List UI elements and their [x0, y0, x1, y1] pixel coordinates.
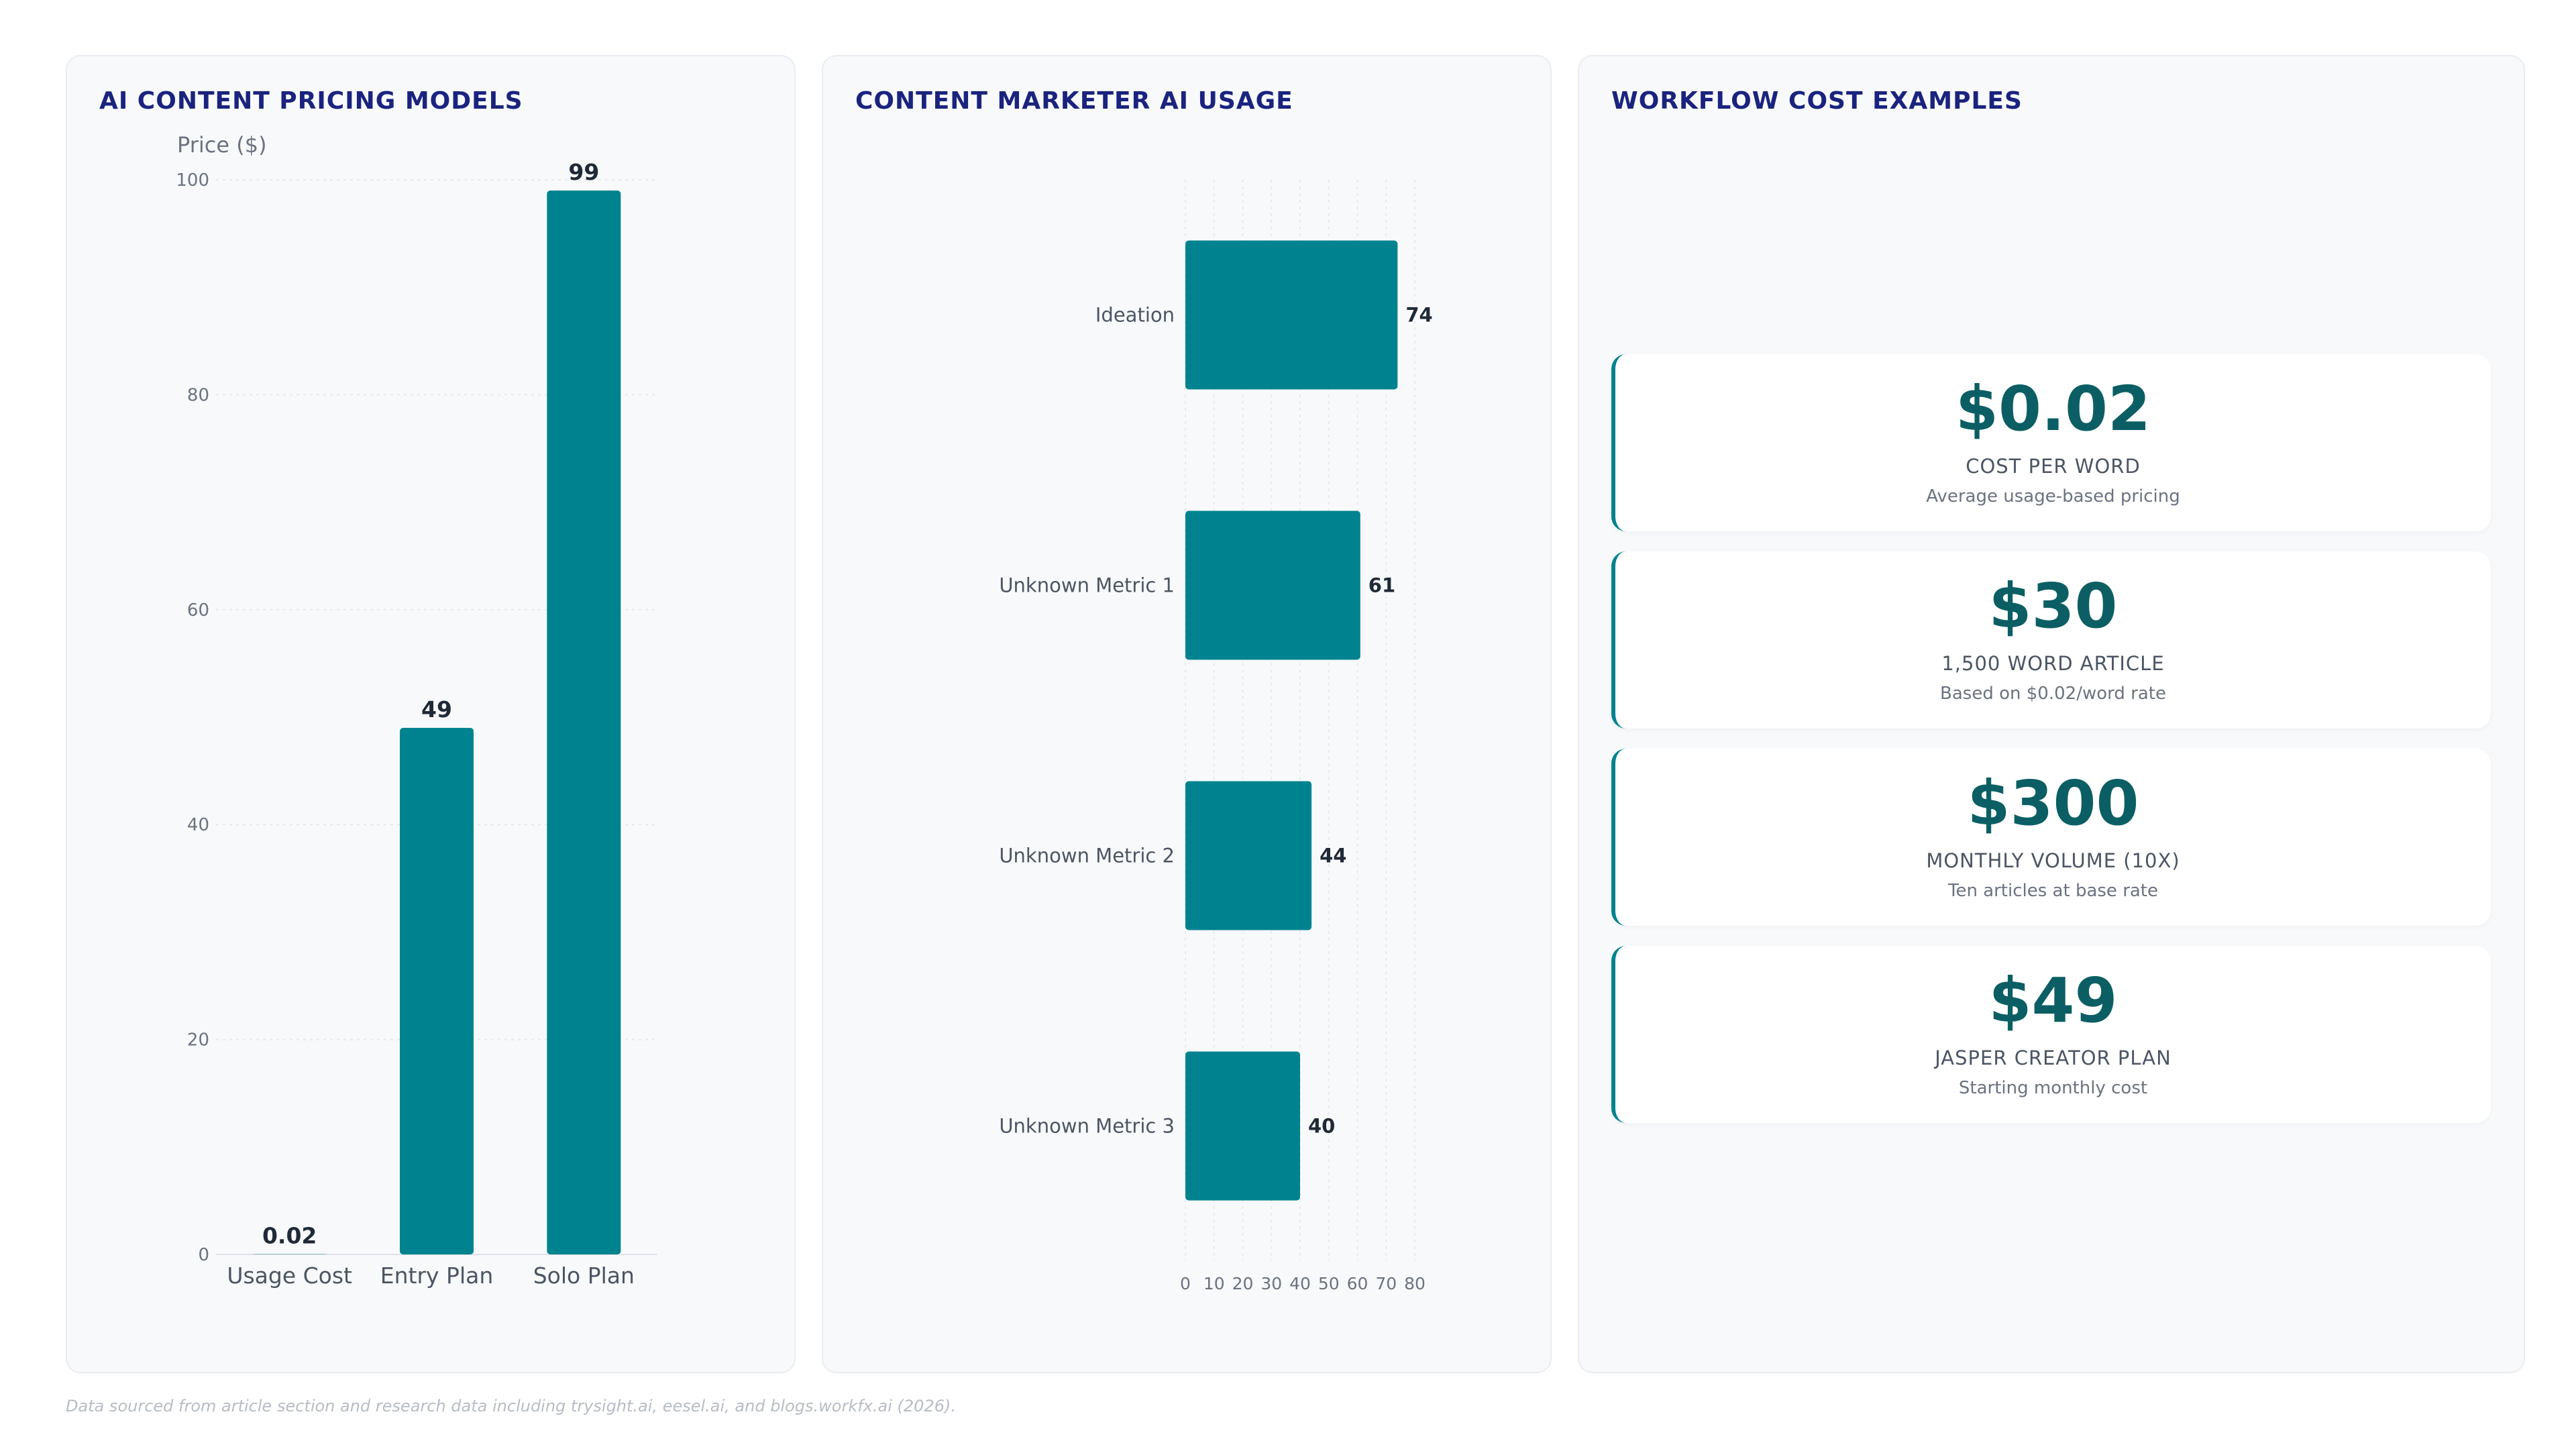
cost-card-label: 1,500 WORD ARTICLE	[1941, 652, 2165, 675]
usage-panel: CONTENT MARKETER AI USAGE 0 10 20 30 40 50 60 7…	[822, 55, 1552, 1373]
bar	[1185, 1051, 1300, 1201]
y-axis-title: Price ($)	[177, 132, 267, 158]
x-tick-label: 30	[1260, 1274, 1282, 1293]
cost-card-jasper-plan: $49 JASPER CREATOR PLAN Starting monthly…	[1611, 946, 2491, 1123]
cost-card-article: $30 1,500 WORD ARTICLE Based on $0.02/wo…	[1611, 551, 2491, 729]
bar	[400, 728, 474, 1254]
y-category-label: Unknown Metric 2	[999, 845, 1175, 867]
x-tick-label: 40	[1289, 1274, 1311, 1293]
x-tick-label: 60	[1347, 1274, 1368, 1293]
x-category-label: Solo Plan	[533, 1263, 635, 1289]
x-tick-label: 80	[1404, 1274, 1426, 1293]
bar-value-label: 0.02	[262, 1223, 317, 1249]
x-tick-label: 50	[1318, 1274, 1340, 1293]
y-tick-label: 80	[187, 385, 209, 405]
y-tick-label: 40	[187, 815, 209, 835]
y-category-label: Unknown Metric 3	[999, 1115, 1175, 1138]
x-tick-label: 10	[1203, 1274, 1225, 1293]
y-tick-label: 0	[198, 1245, 209, 1265]
pricing-panel-title: AI CONTENT PRICING MODELS	[99, 87, 523, 115]
usage-bar-chart: 0 10 20 30 40 50 60 70 80 74 Ideation 61 Unknown Met…	[999, 180, 1433, 1293]
bar	[1185, 240, 1398, 390]
workflow-panel-title: WORKFLOW COST EXAMPLES	[1611, 87, 2023, 115]
bar-value-label: 40	[1308, 1115, 1335, 1138]
workflow-panel: WORKFLOW COST EXAMPLES $0.02 COST PER WO…	[1578, 55, 2525, 1373]
usage-panel-title: CONTENT MARKETER AI USAGE	[855, 87, 1293, 115]
x-tick-label: 20	[1232, 1274, 1254, 1293]
bar	[1185, 511, 1360, 660]
bar	[547, 191, 621, 1254]
bar-value-label: 99	[568, 159, 599, 185]
bar-value-label: 49	[421, 696, 452, 722]
cost-card-description: Average usage-based pricing	[1926, 486, 2180, 506]
x-category-label: Entry Plan	[380, 1263, 494, 1289]
cost-card-value: $0.02	[1955, 373, 2151, 445]
x-tick-label: 70	[1375, 1274, 1397, 1293]
cost-card-value: $300	[1967, 767, 2139, 839]
y-tick-label: 100	[176, 170, 209, 191]
cost-card-description: Ten articles at base rate	[1947, 881, 2158, 901]
bar	[1185, 781, 1312, 930]
cost-card-per-word: $0.02 COST PER WORD Average usage-based …	[1611, 354, 2491, 531]
cost-card-value: $49	[1988, 965, 2118, 1036]
y-tick-label: 20	[187, 1030, 209, 1051]
cost-card-label: JASPER CREATOR PLAN	[1935, 1046, 2171, 1069]
cost-card-value: $30	[1988, 570, 2118, 642]
cost-card-description: Starting monthly cost	[1958, 1078, 2148, 1098]
y-tick-label: 60	[187, 600, 209, 621]
pricing-panel: AI CONTENT PRICING MODELS Price ($) 0 20 40…	[66, 55, 796, 1373]
y-category-label: Unknown Metric 1	[999, 574, 1175, 597]
cost-card-monthly-volume: $300 MONTHLY VOLUME (10X) Ten articles a…	[1611, 749, 2491, 926]
y-category-label: Ideation	[1095, 304, 1175, 327]
cost-card-label: COST PER WORD	[1966, 455, 2141, 478]
bar-value-label: 61	[1368, 574, 1395, 597]
x-tick-label: 0	[1180, 1274, 1191, 1293]
bar-value-label: 74	[1405, 304, 1432, 327]
bar-value-label: 44	[1320, 845, 1346, 867]
source-footnote: Data sourced from article section and re…	[66, 1397, 956, 1415]
pricing-bar-chart: Price ($) 0 20 40 60 80 100 0.02 Usage Cost 49 Ent…	[176, 132, 657, 1289]
cost-card-description: Based on $0.02/word rate	[1940, 684, 2166, 704]
x-category-label: Usage Cost	[227, 1263, 352, 1289]
cost-card-label: MONTHLY VOLUME (10X)	[1926, 849, 2180, 872]
